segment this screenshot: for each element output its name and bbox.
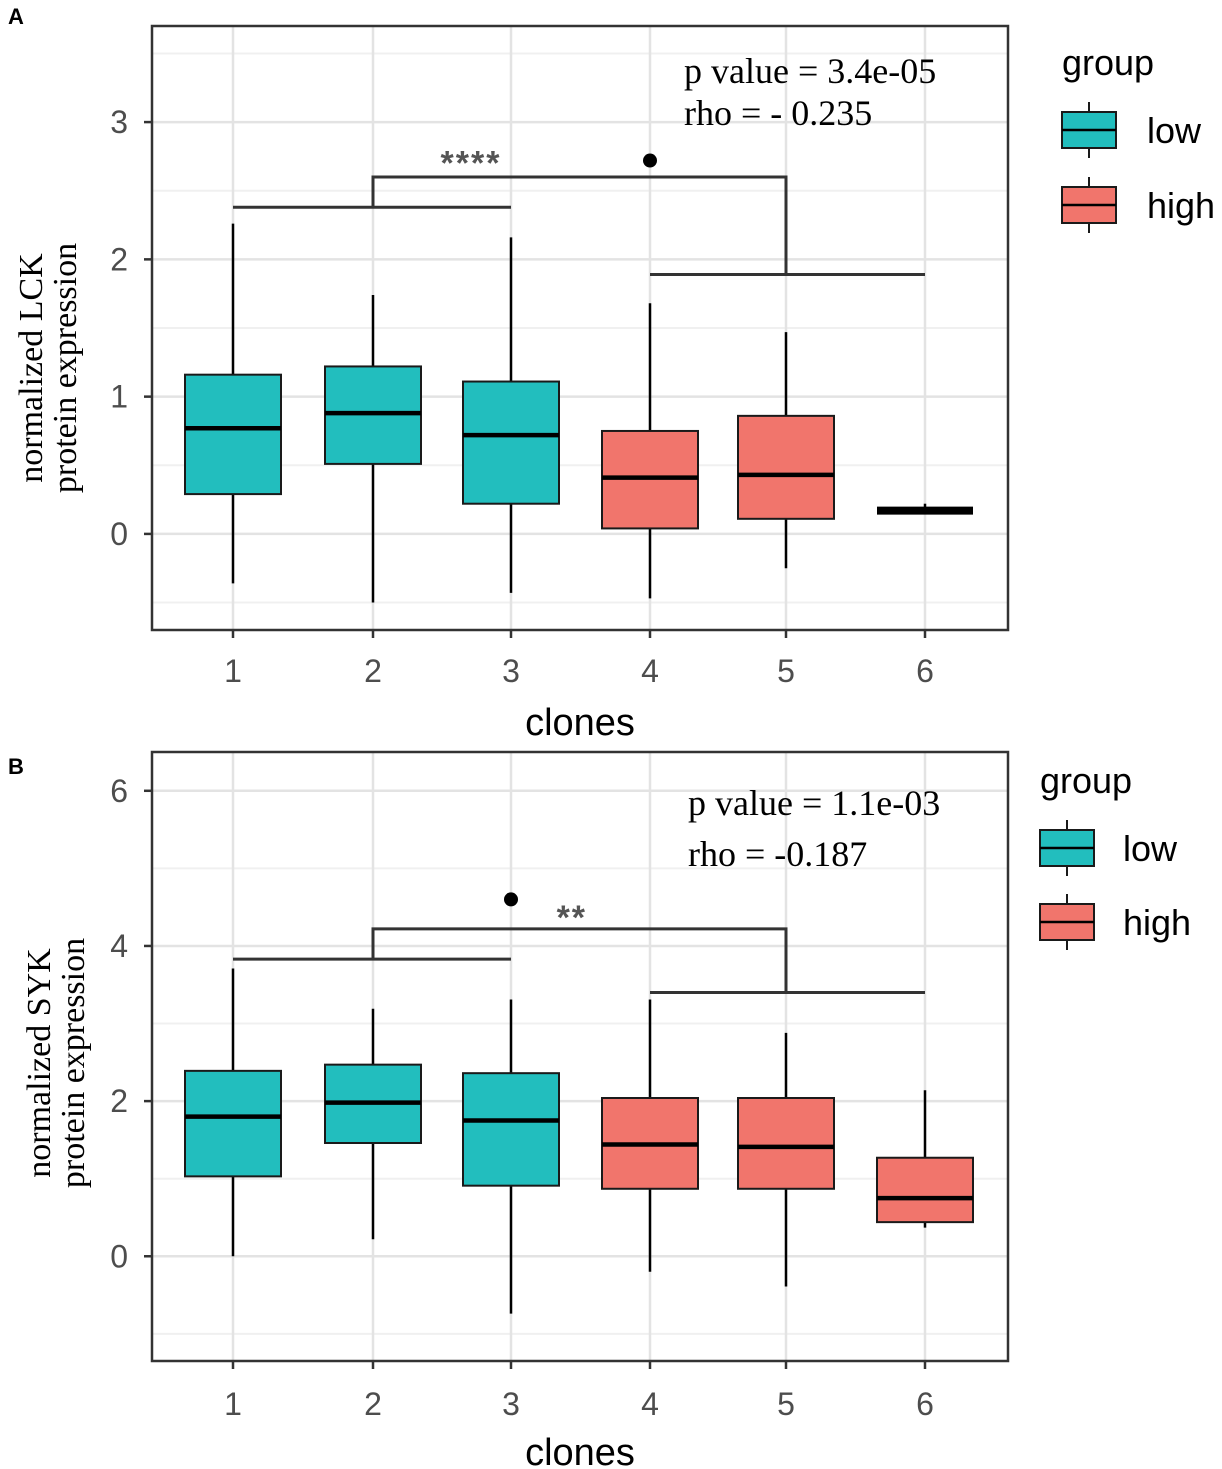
plot-border — [150, 24, 1010, 632]
legend-title: group — [1062, 42, 1154, 83]
x-tick-label: 6 — [916, 653, 934, 689]
box-clone-5 — [737, 1032, 835, 1287]
box-clone-1 — [184, 968, 282, 1257]
panel-A: A **** 0 1 2 3 1 2 3 4 5 6 clones normalized LCKprote… — [8, 4, 1215, 744]
box-rect — [184, 1069, 282, 1178]
significance-stars: ** — [557, 899, 587, 937]
x-tick-label: 3 — [502, 653, 520, 689]
box-rect — [462, 1072, 560, 1187]
x-tick-label: 2 — [364, 653, 382, 689]
y-axis-title-line: protein expression — [55, 938, 92, 1188]
x-tick-label: 3 — [502, 1386, 520, 1422]
panel-letter: B — [8, 754, 24, 779]
x-tick-label: 5 — [777, 1386, 795, 1422]
x-tick-label: 4 — [641, 653, 659, 689]
y-tick-label: 4 — [110, 928, 128, 964]
x-axis-title: clones — [525, 702, 635, 744]
y-axis-title-line: normalized LCK — [13, 253, 50, 483]
y-axis-title-line: normalized SYK — [21, 948, 58, 1178]
legend-label-low: low — [1147, 110, 1202, 151]
box-clone-2 — [324, 295, 422, 603]
legend-label-high: high — [1147, 185, 1215, 226]
x-tick-label: 1 — [224, 1386, 242, 1422]
outlier-point — [504, 892, 518, 907]
x-tick-label: 6 — [916, 1386, 934, 1422]
x-tick-label: 1 — [224, 653, 242, 689]
box-clone-4 — [601, 999, 699, 1272]
legend: group low high — [1039, 760, 1191, 950]
outlier-point — [643, 153, 657, 168]
box-clone-2 — [324, 1008, 422, 1240]
legend-title: group — [1040, 760, 1132, 801]
significance-bracket: ** — [233, 899, 925, 994]
box-clone-6 — [877, 503, 973, 515]
legend-label-high: high — [1123, 902, 1191, 943]
legend: group low high — [1061, 42, 1215, 233]
y-tick-label: 6 — [110, 773, 128, 809]
y-tick-label: 0 — [110, 516, 128, 552]
y-tick-label: 3 — [110, 104, 128, 140]
x-tick-label: 2 — [364, 1386, 382, 1422]
box-rect — [737, 1097, 835, 1190]
y-axis-title-line: protein expression — [47, 243, 84, 493]
box-clone-6 — [876, 1090, 974, 1228]
y-tick-label: 1 — [110, 379, 128, 415]
p-value-text: p value = 3.4e-05 — [684, 51, 936, 91]
rho-text: rho = -0.187 — [688, 834, 867, 874]
box-clone-3 — [462, 237, 560, 593]
box-clone-5 — [737, 332, 835, 569]
panel-letter: A — [8, 4, 24, 29]
y-tick-label: 2 — [110, 1083, 128, 1119]
box-clone-4 — [601, 303, 699, 599]
box-clone-3 — [462, 999, 560, 1314]
significance-bracket: **** — [233, 144, 925, 276]
significance-stars: **** — [441, 144, 502, 182]
rho-text: rho = - 0.235 — [684, 93, 872, 133]
plot-border — [150, 750, 1010, 1363]
x-tick-label: 4 — [641, 1386, 659, 1422]
y-tick-label: 2 — [110, 241, 128, 277]
box-rect — [876, 1156, 974, 1224]
x-tick-label: 5 — [777, 653, 795, 689]
bracket-top — [371, 175, 788, 275]
box-clone-1 — [184, 223, 282, 584]
box-rect — [462, 380, 560, 505]
x-axis-title: clones — [525, 1432, 635, 1469]
panel-B: B ** 0 2 4 6 1 2 3 4 5 6 clones normalized SYKprotein… — [8, 750, 1191, 1469]
p-value-text: p value = 1.1e-03 — [688, 783, 940, 823]
legend-label-low: low — [1123, 828, 1178, 869]
y-tick-label: 0 — [110, 1238, 128, 1274]
bracket-top — [371, 927, 788, 993]
box-rect — [184, 373, 282, 496]
box-rect — [737, 414, 835, 520]
